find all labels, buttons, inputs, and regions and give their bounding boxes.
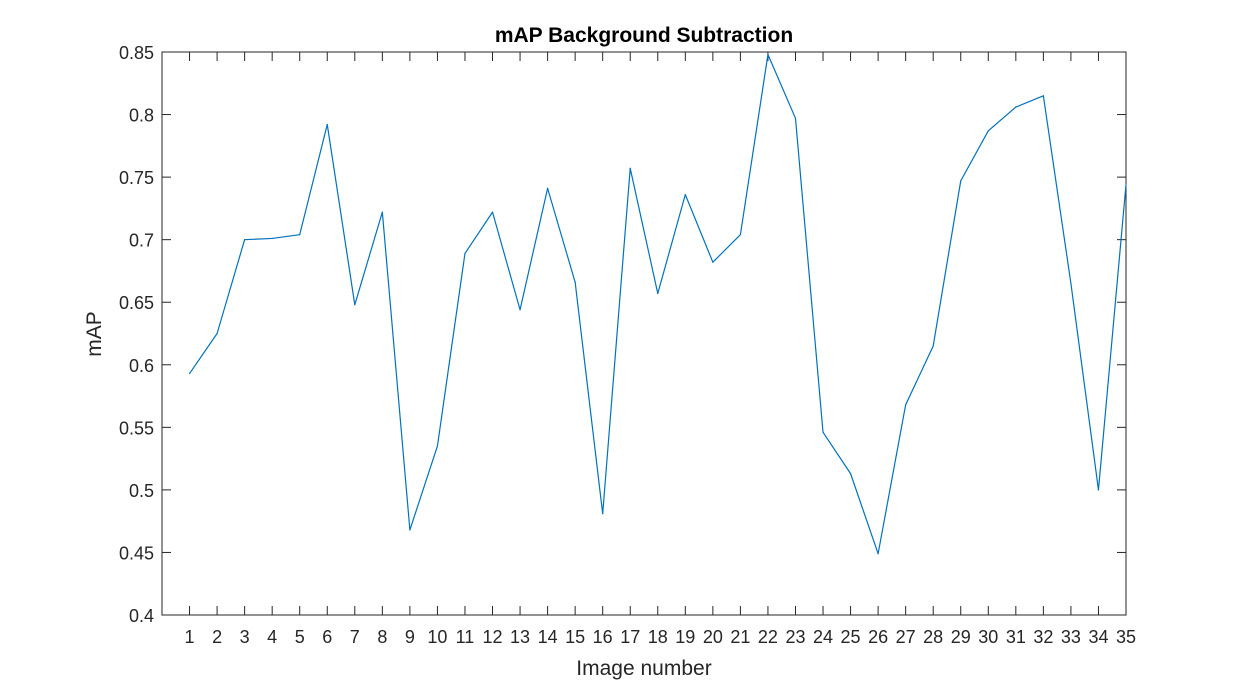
series-line-segment	[602, 167, 631, 515]
series-line-segment	[409, 445, 439, 531]
series-line-segment	[629, 167, 659, 295]
series-line-segment	[1015, 95, 1044, 108]
x-tick-label: 32	[1033, 627, 1053, 647]
x-tick-label: 12	[482, 627, 502, 647]
series-line-segment	[519, 187, 549, 311]
x-tick-label: 30	[978, 627, 998, 647]
series-line-segment	[381, 211, 411, 531]
y-tick-label: 0.45	[119, 543, 154, 563]
series-line-segment	[822, 431, 852, 475]
x-tick-label: 21	[730, 627, 750, 647]
x-tick-label: 13	[510, 627, 530, 647]
series-line-segment	[1097, 184, 1127, 491]
series-line-segment	[299, 123, 328, 236]
x-tick-label: 18	[648, 627, 668, 647]
x-tick-label: 24	[813, 627, 833, 647]
x-tick-label: 35	[1116, 627, 1136, 647]
x-tick-label: 27	[896, 627, 916, 647]
x-tick-label: 28	[923, 627, 943, 647]
series-line-segment	[932, 180, 962, 347]
y-tick-label: 0.65	[119, 293, 154, 313]
series-line-segment	[849, 473, 879, 555]
y-axis-title: mAP	[83, 311, 106, 357]
chart-title: mAP Background Subtraction	[495, 24, 793, 47]
x-tick-label: 23	[785, 627, 805, 647]
series-line-segment	[216, 239, 246, 335]
series-line-segment	[546, 187, 576, 283]
y-tick-label: 0.4	[129, 606, 154, 626]
x-axis-ticks: 1 2 3 4 5 6 7 8 9 10 11 12 13 14 15 16 17 18 19 20 21 22 23 24 2…	[185, 52, 1136, 647]
series-line-segment	[794, 117, 824, 433]
series-line-segment	[877, 404, 907, 555]
x-tick-label: 20	[703, 627, 723, 647]
series-line-segment	[188, 332, 218, 375]
x-tick-label: 26	[868, 627, 888, 647]
x-tick-label: 25	[841, 627, 861, 647]
series-line-segment	[960, 130, 989, 182]
series-line-segment	[326, 123, 356, 306]
y-tick-label: 0.8	[129, 106, 154, 126]
x-tick-label: 16	[593, 627, 613, 647]
series-line-segment	[987, 106, 1017, 132]
y-tick-label: 0.7	[129, 231, 154, 251]
series-line-segment	[905, 345, 934, 406]
series-line-segment	[1042, 95, 1072, 285]
plot-area	[161, 51, 1127, 616]
y-tick-label: 0.6	[129, 356, 154, 376]
x-tick-label: 6	[322, 627, 332, 647]
series-line-segment	[491, 211, 521, 311]
x-tick-label: 29	[951, 627, 971, 647]
series-line-segment	[574, 281, 604, 515]
series-line-segment	[767, 53, 797, 119]
y-tick-label: 0.55	[119, 418, 154, 438]
x-tick-label: 22	[758, 627, 778, 647]
x-tick-label: 9	[405, 627, 415, 647]
x-tick-label: 19	[675, 627, 695, 647]
x-tick-label: 17	[620, 627, 640, 647]
series-line-segment	[657, 194, 686, 295]
x-tick-label: 4	[267, 627, 277, 647]
x-tick-label: 3	[240, 627, 250, 647]
series-line-segment	[739, 53, 769, 236]
series-line-segment	[436, 252, 466, 447]
y-tick-label: 0.85	[119, 43, 154, 63]
x-tick-label: 10	[427, 627, 447, 647]
y-tick-label: 0.75	[119, 168, 154, 188]
x-tick-label: 11	[456, 627, 475, 647]
series-line-segment	[354, 211, 383, 306]
series-layer	[188, 53, 1127, 555]
x-tick-label: 5	[295, 627, 305, 647]
x-tick-label: 33	[1061, 627, 1081, 647]
x-tick-label: 15	[565, 627, 585, 647]
x-tick-label: 2	[212, 627, 222, 647]
series-line-segment	[712, 234, 742, 263]
x-tick-label: 31	[1006, 627, 1026, 647]
y-tick-label: 0.5	[129, 481, 154, 501]
series-line-segment	[271, 234, 301, 240]
series-line-segment	[684, 194, 714, 263]
y-axis-ticks: 0.4 0.45 0.5 0.55 0.6 0.65 0.7 0.75 0.8 0.85	[119, 43, 1126, 626]
series-line-segment	[244, 237, 273, 241]
x-tick-label: 34	[1088, 627, 1108, 647]
x-tick-label: 8	[377, 627, 387, 647]
series-line-segment	[1070, 282, 1100, 491]
series-line-segment	[464, 211, 494, 255]
x-tick-label: 14	[538, 627, 558, 647]
x-axis-title: Image number	[576, 657, 711, 680]
x-tick-label: 1	[185, 627, 195, 647]
x-tick-label: 7	[350, 627, 360, 647]
